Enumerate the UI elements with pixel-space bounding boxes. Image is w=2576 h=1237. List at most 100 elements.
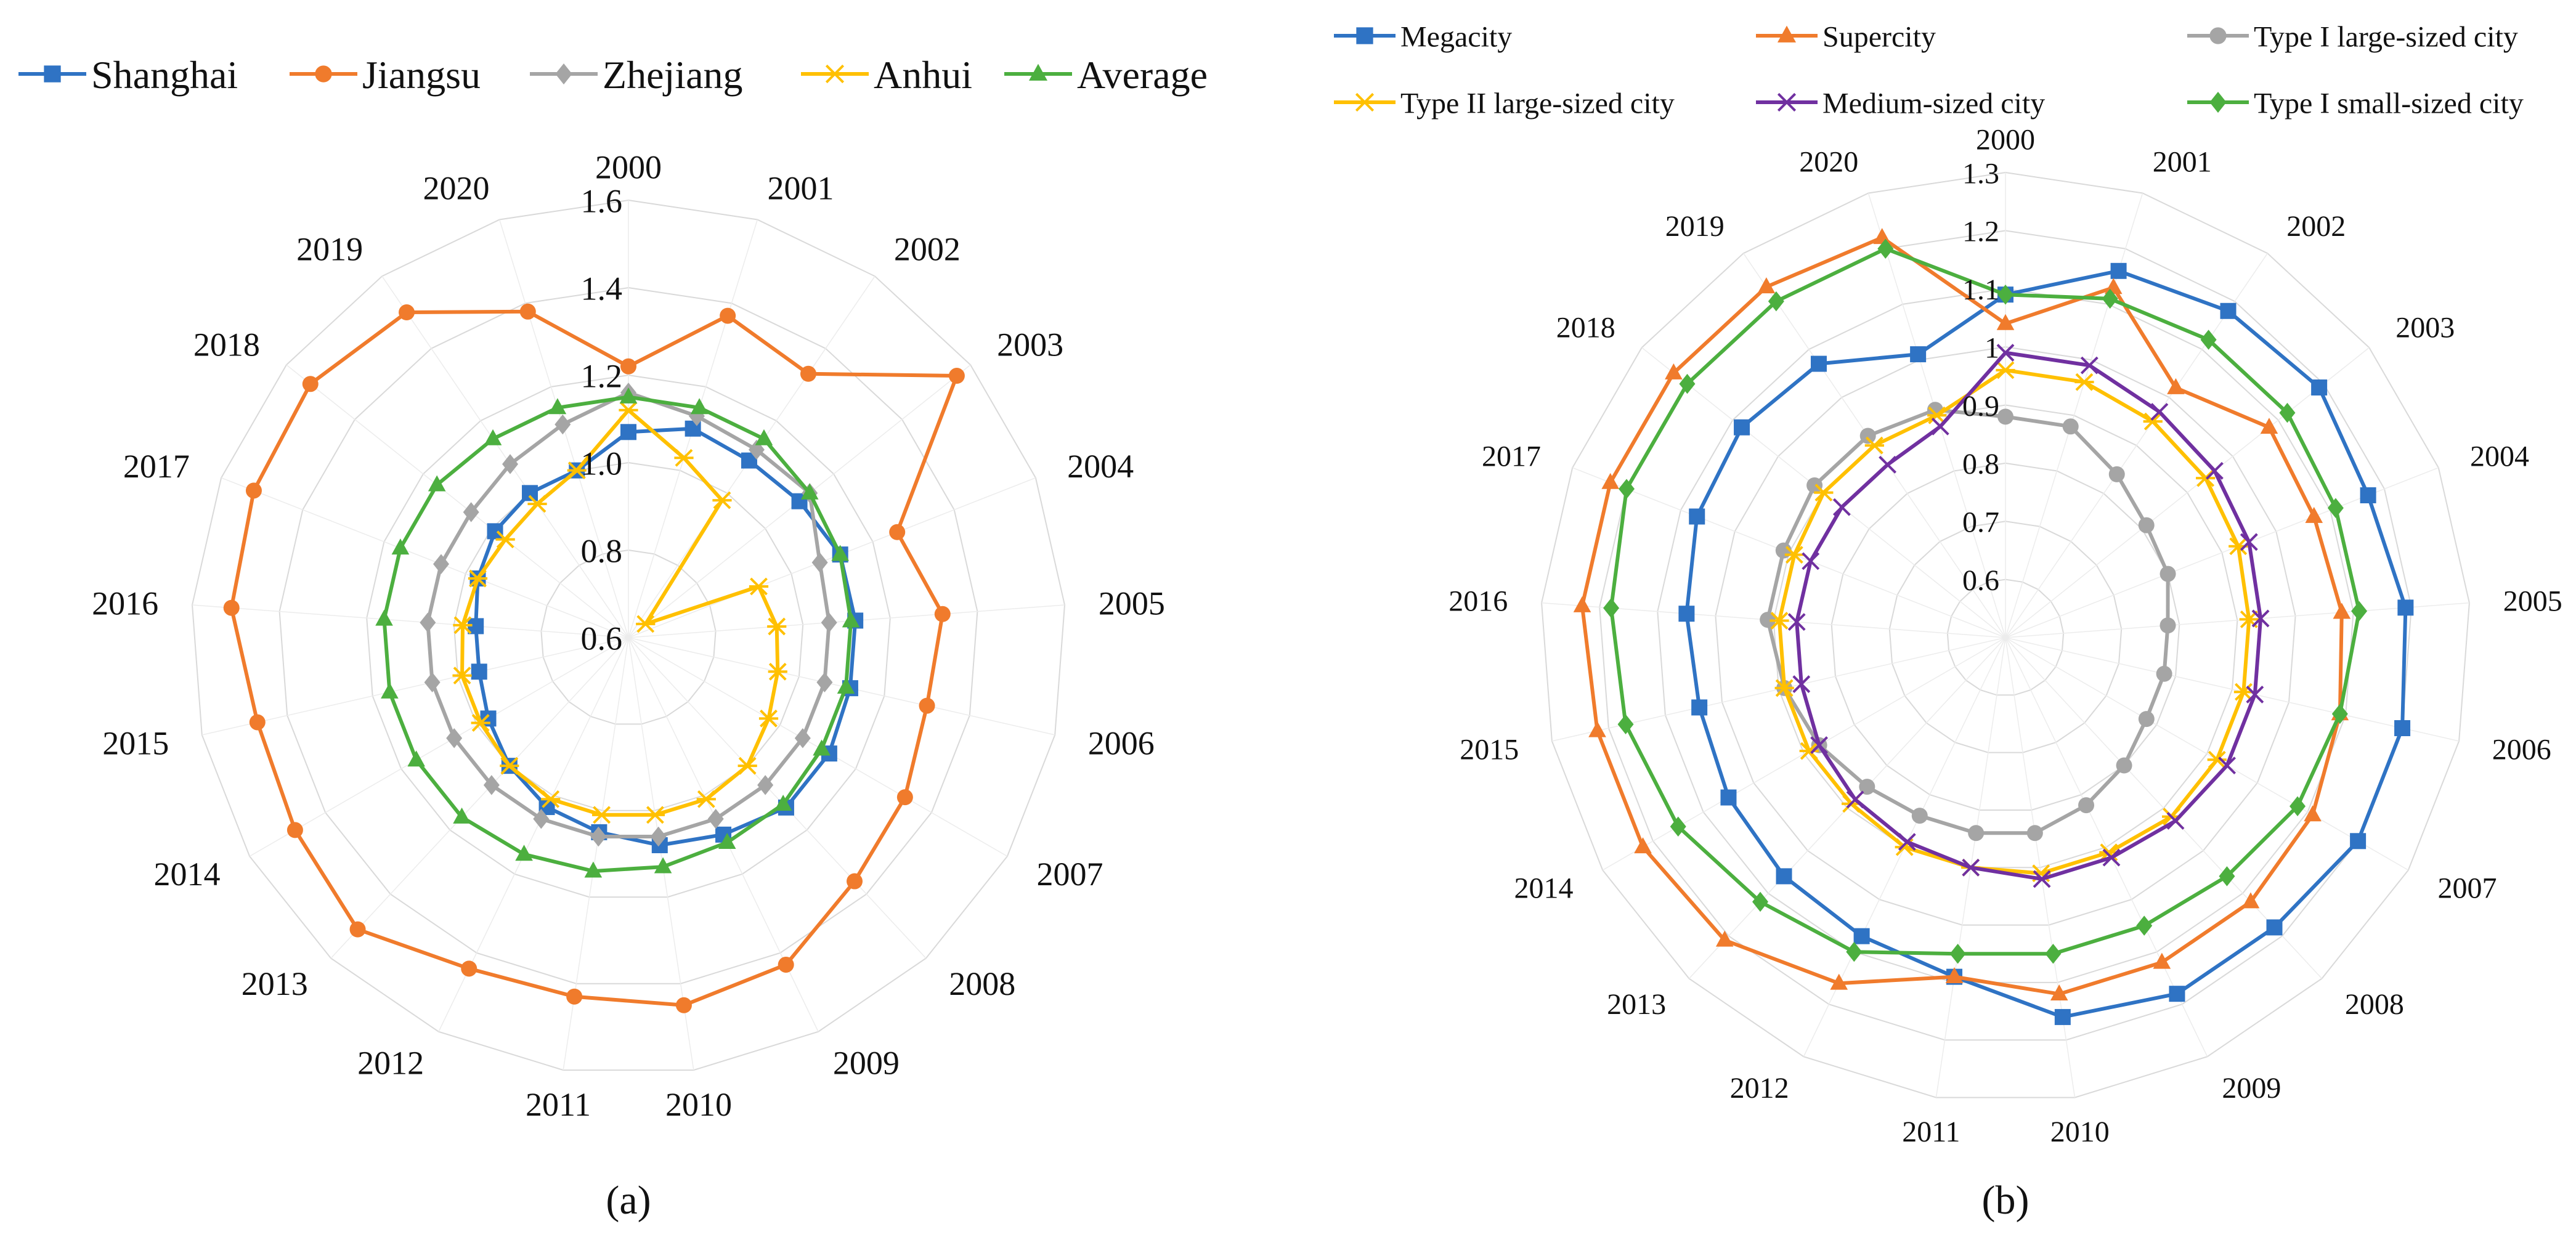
data-point (2251, 609, 2270, 628)
data-point (2305, 506, 2323, 523)
series-supercity (1573, 228, 2351, 1000)
legend-item: Shanghai (18, 53, 238, 97)
data-point (2166, 812, 2185, 830)
category-label: 2008 (2345, 988, 2404, 1021)
category-label: 2001 (768, 169, 834, 206)
data-point (755, 429, 773, 445)
series-average (375, 387, 860, 878)
legend-marker (1028, 63, 1048, 81)
grid-ring (366, 374, 891, 898)
data-point (420, 612, 436, 633)
legend-marker (1777, 92, 1797, 112)
data-point (1734, 419, 1750, 436)
grid-spoke (2005, 637, 2460, 742)
data-point (1601, 472, 1619, 489)
grid-spoke (221, 477, 629, 638)
data-point (1962, 858, 1980, 877)
data-point (774, 795, 792, 811)
category-label: 2018 (1556, 311, 1615, 344)
data-point (896, 789, 913, 806)
axis-tick-label: 1.0 (581, 445, 623, 482)
category-label: 2004 (1067, 448, 1134, 485)
axis-tick-label: 0.9 (1962, 390, 1999, 423)
series-line (460, 408, 780, 817)
data-point (813, 739, 831, 756)
data-point (675, 997, 692, 1013)
data-point (800, 483, 819, 500)
data-point (1997, 284, 2013, 305)
data-point (650, 826, 667, 847)
legend-marker (315, 65, 332, 83)
data-point (2304, 805, 2322, 822)
legend-marker (1354, 92, 1375, 112)
data-point (2327, 498, 2344, 518)
category-label: 2017 (123, 448, 190, 485)
data-point (471, 714, 490, 732)
data-point (1760, 612, 1776, 628)
data-point (1931, 417, 1949, 436)
data-point (1768, 291, 1784, 312)
data-point (2074, 373, 2094, 391)
data-point (1873, 228, 1891, 245)
series-megacity (1678, 262, 2414, 1025)
data-point (461, 960, 477, 977)
legend-item: Average (1004, 53, 1208, 97)
data-point (948, 368, 965, 384)
category-label: 2010 (665, 1086, 732, 1123)
data-point (654, 857, 672, 874)
data-point (1757, 277, 1776, 294)
data-point (1832, 498, 1851, 516)
data-point (1603, 598, 1620, 618)
category-label: 2020 (1799, 145, 1858, 178)
category-label: 2002 (2286, 210, 2346, 243)
data-point (1968, 825, 1985, 842)
grid-spoke (628, 477, 1036, 638)
data-point (1792, 675, 1811, 694)
data-point (1846, 790, 1864, 809)
legend-item: Type II large-sized city (1334, 87, 1675, 120)
legend-label: Type I small-sized city (2254, 87, 2524, 120)
legend-label: Medium-sized city (1822, 87, 2045, 120)
data-point (2290, 796, 2306, 816)
data-point (794, 728, 811, 748)
category-label: 2009 (833, 1045, 900, 1082)
data-point (1720, 789, 1737, 806)
data-point (1996, 344, 2015, 362)
data-point (453, 807, 471, 824)
grid-ring (540, 549, 717, 725)
data-point (1784, 546, 1804, 564)
data-point (2110, 262, 2127, 279)
data-point (707, 809, 724, 829)
data-point (1996, 361, 2015, 379)
legend-marker (824, 64, 845, 84)
data-point (749, 577, 769, 596)
category-label: 2020 (423, 169, 490, 206)
data-point (2108, 466, 2125, 482)
data-point (249, 714, 266, 731)
category-label: 2000 (1976, 123, 2035, 156)
data-point (446, 728, 463, 748)
data-point (1910, 346, 1927, 363)
category-label: 2015 (1460, 734, 1519, 766)
data-point (1879, 455, 1897, 474)
grid-spoke (2005, 193, 2143, 638)
data-point (428, 475, 446, 492)
data-point (1679, 373, 1696, 394)
legend-label: Average (1077, 53, 1208, 97)
data-point (837, 677, 855, 694)
data-point (2102, 848, 2121, 867)
data-point (720, 307, 736, 324)
data-point (1787, 613, 1806, 631)
legend-marker (1777, 25, 1797, 43)
data-point (1617, 714, 1634, 734)
data-point (2331, 704, 2348, 724)
data-point (2311, 379, 2328, 395)
data-point (592, 806, 612, 824)
data-point (2169, 986, 2185, 1002)
data-point (495, 530, 515, 549)
legend-label: Jiangsu (362, 53, 481, 97)
data-point (712, 491, 732, 509)
category-label: 2015 (102, 725, 169, 762)
grid-ring (1830, 462, 2180, 811)
